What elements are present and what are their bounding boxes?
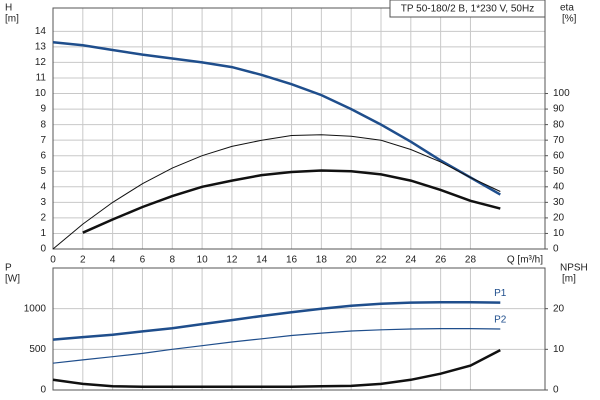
x-tick-label: 10 (197, 255, 209, 266)
y2-axis-label: NPSH (560, 263, 588, 274)
x-tick-label: 16 (286, 255, 298, 266)
x-tick-label: 2 (80, 255, 86, 266)
y-tick-label: 10 (35, 88, 47, 99)
y2-tick-label: 40 (553, 181, 565, 192)
curve (82, 169, 501, 234)
x-tick-label: 24 (405, 255, 417, 266)
y2-tick-label: 0 (553, 385, 559, 396)
x-tick-label: 6 (140, 255, 146, 266)
plot-frame (52, 267, 546, 391)
y-tick-label: 1 (40, 228, 46, 239)
x-axis-label: Q [m³/h] (507, 255, 543, 266)
y-axis-unit: [m] (5, 14, 19, 25)
y2-axis-unit: [m] (562, 274, 576, 285)
y-axis-unit: [W] (5, 274, 20, 285)
y2-tick-label: 10 (553, 344, 565, 355)
x-tick-label: 4 (110, 255, 116, 266)
curve (52, 328, 501, 364)
plot-frame (52, 7, 546, 250)
y-tick-label: 4 (40, 181, 46, 192)
y2-tick-label: 30 (553, 197, 565, 208)
series-label: P1 (494, 288, 507, 299)
y-tick-label: 7 (40, 135, 46, 146)
curve (52, 300, 501, 341)
y2-tick-label: 100 (553, 88, 570, 99)
y2-tick-label: 0 (553, 244, 559, 255)
series-label: P2 (494, 315, 507, 326)
curve (52, 40, 501, 196)
y2-tick-label: 50 (553, 166, 565, 177)
title-box (389, 0, 546, 18)
y2-tick-label: 70 (553, 135, 565, 146)
x-tick-label: 28 (465, 255, 477, 266)
x-tick-label: 18 (316, 255, 328, 266)
y-tick-label: 9 (40, 104, 46, 115)
x-tick-label: 26 (435, 255, 447, 266)
chart-title: TP 50-180/2 B, 1*230 V, 50Hz (401, 4, 534, 15)
x-tick-label: 12 (226, 255, 238, 266)
y-tick-label: 11 (36, 73, 47, 84)
y-tick-label: 12 (35, 57, 47, 68)
y-axis-label: P (5, 263, 12, 274)
y-tick-label: 2 (40, 213, 46, 224)
y-tick-label: 1000 (24, 303, 47, 314)
y-tick-label: 8 (40, 119, 46, 130)
y-tick-label: 0 (40, 244, 46, 255)
y-tick-label: 3 (40, 197, 46, 208)
y-tick-label: 13 (35, 42, 47, 53)
x-tick-label: 0 (50, 255, 56, 266)
x-tick-label: 20 (346, 255, 358, 266)
y2-tick-label: 80 (553, 119, 565, 130)
y2-tick-label: 20 (553, 213, 565, 224)
y2-tick-label: 10 (553, 228, 565, 239)
curve (52, 134, 501, 250)
y2-tick-label: 20 (553, 303, 565, 314)
x-tick-label: 14 (256, 255, 268, 266)
y-axis-label: H (5, 3, 12, 14)
y-tick-label: 5 (40, 166, 46, 177)
y-tick-label: 500 (29, 344, 46, 355)
x-tick-label: 22 (375, 255, 387, 266)
y-tick-label: 14 (35, 26, 47, 37)
y-tick-label: 6 (40, 150, 46, 161)
y-tick-label: 0 (40, 385, 46, 396)
y2-axis-unit: [%] (562, 14, 577, 25)
y2-tick-label: 90 (553, 104, 565, 115)
y2-tick-label: 60 (553, 150, 565, 161)
curve (52, 348, 501, 388)
y2-axis-label: eta (560, 3, 574, 14)
x-tick-label: 8 (169, 255, 175, 266)
